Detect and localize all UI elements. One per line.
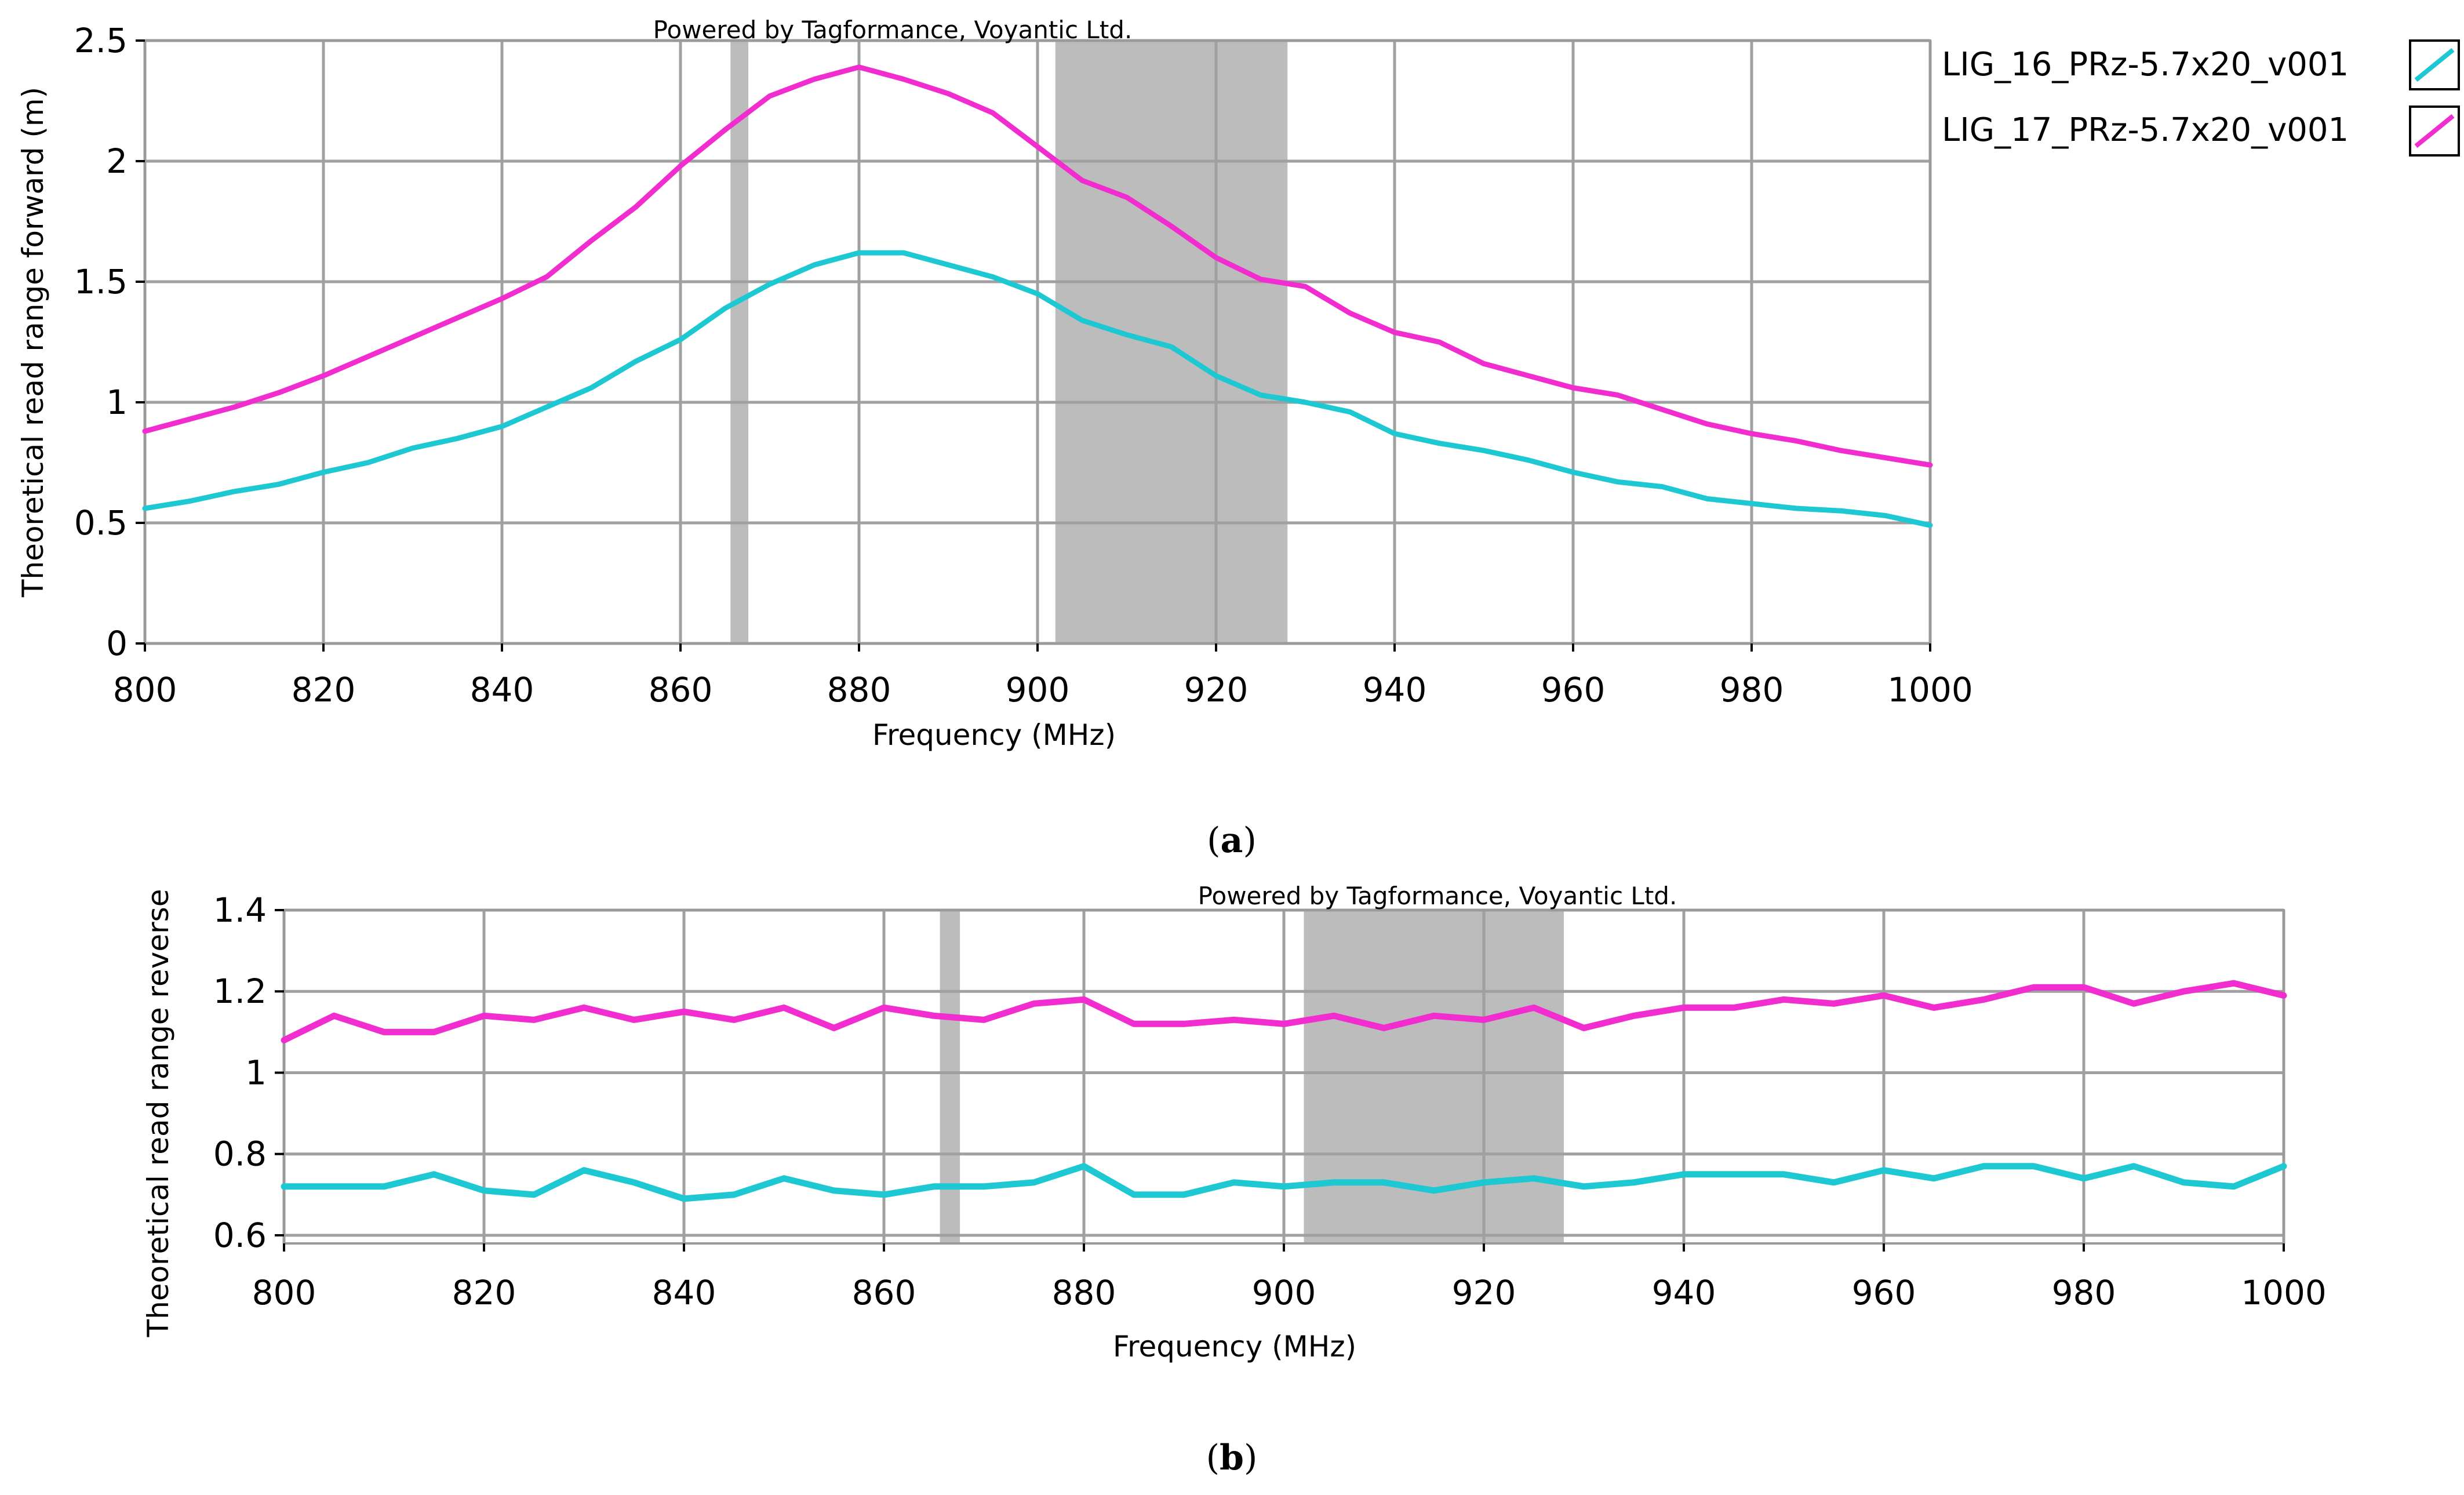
panel-b-y-axis-label: Theoretical read range reverse <box>141 889 175 1338</box>
panel-b-xtick-label-900: 900 <box>1252 1273 1316 1312</box>
panel-a-xtick-label-800: 800 <box>113 670 177 710</box>
panel-a-xtick-label-980: 980 <box>1720 670 1784 710</box>
panel-b-xtick-label-920: 920 <box>1452 1273 1516 1312</box>
caption-b: (b) <box>1206 1438 1258 1478</box>
panel-a-xtick-label-840: 840 <box>470 670 534 710</box>
panel-a-ytick-label-0: 0 <box>106 624 128 663</box>
panel-a-xtick-label-1000: 1000 <box>1887 670 1973 710</box>
panel-a-xtick-label-880: 880 <box>827 670 891 710</box>
panel-b-xtick-label-1000: 1000 <box>2241 1273 2327 1312</box>
panel-b-ytick-label-2: 1 <box>245 1053 267 1092</box>
panel-a-x-axis-label: Frequency (MHz) <box>872 718 1116 752</box>
panel-a-xtick-label-960: 960 <box>1541 670 1606 710</box>
panel-a-xtick-label-920: 920 <box>1184 670 1249 710</box>
panel-a-xtick-label-820: 820 <box>292 670 356 710</box>
panel-a-series-1-line <box>142 250 1933 528</box>
panel-b-band-1 <box>940 910 960 1243</box>
panel-a-ytick-label-5: 2.5 <box>74 21 128 60</box>
panel-a-chart: Powered by Tagformance, Voyantic Ltd. 80… <box>16 16 1973 752</box>
panel-a-band-2 <box>1055 41 1288 643</box>
panel-b-xtick-label-880: 880 <box>1052 1273 1116 1312</box>
panel-b-xtick-label-800: 800 <box>252 1273 316 1312</box>
panel-b-series-2-line <box>281 980 2287 1043</box>
panel-b-chart: Powered by Tagformance, Voyantic Ltd. 80… <box>141 882 2327 1363</box>
panel-b-series-1-line <box>281 1163 2287 1202</box>
panel-a-xtick-label-900: 900 <box>1006 670 1070 710</box>
legend-label-series-1: LIG_16_PRz-5.7x20_v001 <box>1942 46 2349 83</box>
panel-b-ytick-label-0: 0.6 <box>213 1216 267 1255</box>
panel-b-ytick-label-1: 0.8 <box>213 1134 267 1174</box>
panel-a-xtick-label-940: 940 <box>1363 670 1427 710</box>
panel-a-series-2-line <box>142 64 1933 468</box>
panel-a-ytick-label-3: 1.5 <box>74 262 128 301</box>
legend-swatch-line-series-1 <box>2414 48 2455 82</box>
panel-b-ytick-label-3: 1.2 <box>213 972 267 1011</box>
legend-swatch-series-2 <box>2409 106 2460 157</box>
panel-b-xtick-label-980: 980 <box>2052 1273 2116 1312</box>
legend: LIG_16_PRz-5.7x20_v001 LIG_17_PRz-5.7x20… <box>1942 39 2460 157</box>
panel-a-ytick-label-1: 0.5 <box>74 503 128 543</box>
panel-b-xtick-label-840: 840 <box>652 1273 716 1312</box>
panel-a-xtick-label-860: 860 <box>649 670 713 710</box>
panel-a-band-1 <box>730 41 749 643</box>
legend-swatch-line-series-2 <box>2414 114 2455 148</box>
panel-b-xtick-label-940: 940 <box>1652 1273 1716 1312</box>
caption-a: (a) <box>1207 820 1257 861</box>
panel-b-watermark: Powered by Tagformance, Voyantic Ltd. <box>1198 882 1677 910</box>
legend-label-series-2: LIG_17_PRz-5.7x20_v001 <box>1942 111 2349 149</box>
panel-b-xtick-label-960: 960 <box>1852 1273 1916 1312</box>
panel-b-xtick-label-820: 820 <box>452 1273 516 1312</box>
panel-b-xtick-label-860: 860 <box>852 1273 916 1312</box>
panel-a-y-axis-label: Theoretical read range forward (m) <box>16 87 50 598</box>
panel-b-x-axis-label: Frequency (MHz) <box>1113 1330 1356 1363</box>
panel-a-ytick-label-2: 1 <box>106 383 128 422</box>
panel-a-ytick-label-4: 2 <box>106 141 128 181</box>
panel-b-ytick-label-4: 1.4 <box>213 890 267 930</box>
panel-a-watermark: Powered by Tagformance, Voyantic Ltd. <box>653 16 1133 44</box>
